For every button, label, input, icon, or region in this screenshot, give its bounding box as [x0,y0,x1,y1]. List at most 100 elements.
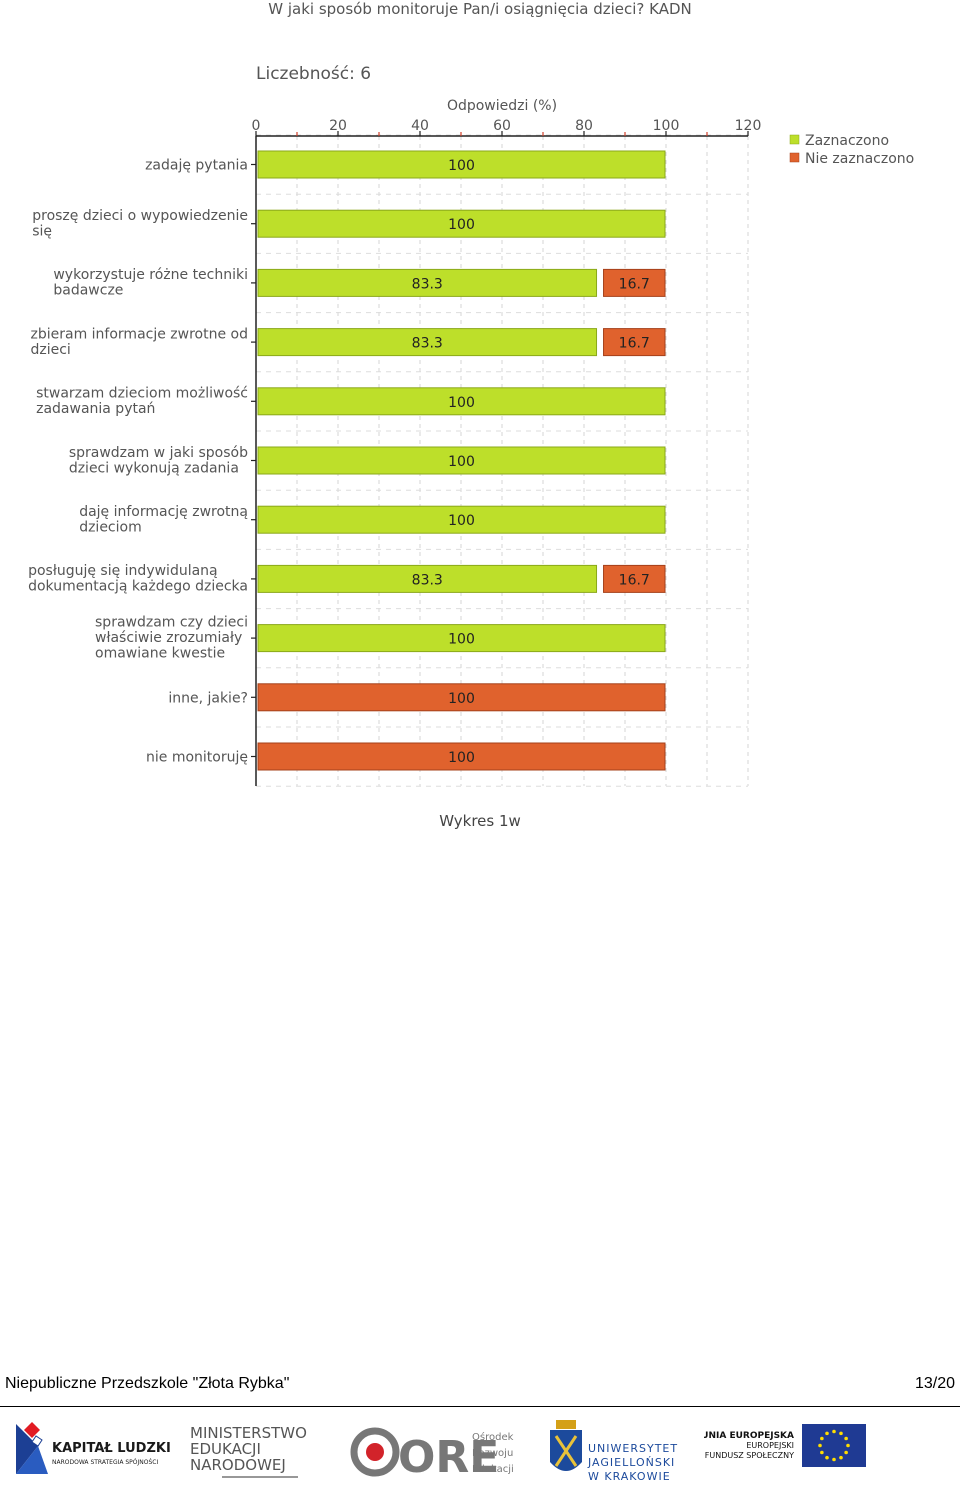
eu-star [818,1443,822,1448]
eu-efs-logo: UNIA EUROPEJSKA EUROPEJSKI FUNDUSZ SPOŁE… [704,1424,866,1467]
bar-value-label: 100 [448,513,475,529]
category-label: inne, jakie? [168,690,248,706]
bar-nie-zaznaczono [257,742,666,771]
bar-nie-zaznaczono [603,564,666,593]
kapital-ludzki-logo: KAPITAŁ LUDZKI NARODOWA STRATEGIA SPÓJNO… [16,1422,171,1474]
bar-zaznaczono [257,446,666,475]
bar-nie-zaznaczono [603,328,666,357]
bar-value-label: 16.7 [619,572,650,588]
page-footer: Niepubliczne Przedszkole "Złota Rybka" 1… [5,1375,955,1393]
ore-line2: Rozwoju [472,1448,513,1459]
category-label: dzieci wykonują zadania [69,460,239,476]
x-axis-label: Odpowiedzi (%) [447,98,557,114]
footer-divider [0,1406,960,1407]
bar-value-label: 83.3 [412,276,443,292]
x-tick-label: 60 [493,118,511,134]
eu-star [825,1455,829,1460]
page-number: 13/20 [914,1375,955,1392]
legend-swatch [789,152,800,163]
bar-value-label: 83.3 [412,572,443,588]
men-line2: EDUKACJI [190,1440,261,1458]
eu-star [839,1431,843,1436]
legend-label: Nie zaznaczono [805,151,914,167]
ore-mark: ORE [398,1432,499,1480]
eu-stars-icon [818,1429,850,1462]
bar-value-label: 100 [448,454,475,470]
bars: 100 100 83.3 16.7 83.3 16.7 100 100 100 83.3 16.7 1… [257,150,666,771]
bar-value-label: 100 [448,632,475,648]
eu-star [820,1450,824,1455]
bar-value-label: 100 [448,158,475,174]
chart-subtitle: Liczebność: 6 [256,64,371,84]
ue-line2: EUROPEJSKI [746,1441,794,1450]
bar-value-label: 83.3 [412,336,443,352]
bar-zaznaczono [257,150,666,179]
ore-line1: Ośrodek [472,1431,514,1443]
bar-zaznaczono [257,268,598,297]
bar-nie-zaznaczono [603,268,666,297]
category-label: proszę dzieci o wypowiedzenie [32,208,248,224]
category-labels: zadaję pytania proszę dzieci o wypowiedze… [28,158,256,766]
uj-line2: JAGIELLOŃSKI [587,1456,675,1469]
bar-value-label: 100 [448,395,475,411]
eu-star [844,1450,848,1455]
bar-value-label: 16.7 [619,276,650,292]
category-label: stwarzam dzieciom możliwość [36,386,248,402]
legend-label: Zaznaczono [805,133,889,149]
footer-school-name: Niepubliczne Przedszkole "Złota Rybka" [5,1375,290,1392]
category-label: zbieram informacje zwrotne od [31,326,249,342]
category-label: daję informację zwrotną [79,504,248,520]
bar-value-label: 100 [448,691,475,707]
eu-star [820,1436,824,1441]
uj-line3: W KRAKOWIE [588,1470,671,1483]
category-label: posługuję się indywidulaną [28,563,218,579]
ue-line1: UNIA EUROPEJSKA [704,1431,794,1441]
eu-star [832,1457,836,1462]
category-label: badawcze [53,283,123,299]
x-tick-label: 100 [653,118,680,134]
category-label: nie monitoruję [146,750,248,766]
bar-chart: Liczebność: 6 Odpowiedzi (%) 0 20 40 60 80 10… [28,64,914,787]
category-label: wykorzystuje różne techniki [53,267,248,283]
eu-star [846,1443,850,1448]
category-label: zadawania pytań [36,401,155,417]
category-label: dokumentacją każdego dziecka [28,579,248,595]
sponsor-logos: KAPITAŁ LUDZKI NARODOWA STRATEGIA SPÓJNO… [0,1416,960,1488]
bar-value-label: 100 [448,217,475,233]
category-label: właściwie zrozumiały [95,630,242,646]
kl-line1: KAPITAŁ LUDZKI [52,1441,171,1456]
bar-zaznaczono [257,209,666,238]
bar-value-label: 16.7 [619,336,650,352]
category-label: dzieci [31,342,71,358]
uj-logo: UNIWERSYTET JAGIELLOŃSKI W KRAKOWIE [550,1420,678,1483]
category-label: omawiane kwestie [95,646,225,662]
bar-zaznaczono [257,505,666,534]
men-line1: MINISTERSTWO [190,1424,307,1442]
category-label: sprawdzam czy dzieci [95,615,248,631]
eu-star [832,1429,836,1434]
uj-line1: UNIWERSYTET [588,1442,678,1455]
x-tick-label: 40 [411,118,429,134]
bar-zaznaczono [257,564,598,593]
bar-nie-zaznaczono [257,683,666,712]
men-logo: MINISTERSTWO EDUKACJI NARODOWEJ [190,1424,307,1478]
ue-line3: FUNDUSZ SPOŁECZNY [705,1451,794,1460]
page-title: W jaki sposób monitoruje Pan/i osiągnięc… [268,0,692,18]
x-tick-label: 0 [252,118,261,134]
x-ticks: 0 20 40 60 80 100 120 [252,118,762,136]
ore-logo: ORE Ośrodek Rozwoju Edukacji [350,1427,514,1480]
chart-caption: Wykres 1w [439,812,521,830]
legend-swatch [789,134,800,145]
category-label: sprawdzam w jaki sposób [69,445,248,461]
eu-star [825,1431,829,1436]
eu-star [839,1455,843,1460]
x-tick-label: 120 [735,118,762,134]
kl-line2: NARODOWA STRATEGIA SPÓJNOŚCI [52,1459,158,1466]
bar-value-label: 100 [448,750,475,766]
eu-star [844,1436,848,1441]
x-tick-label: 20 [329,118,347,134]
ore-line3: Edukacji [472,1464,514,1475]
bar-zaznaczono [257,624,666,653]
category-label: się [32,223,52,239]
men-line3: NARODOWEJ [190,1456,286,1474]
